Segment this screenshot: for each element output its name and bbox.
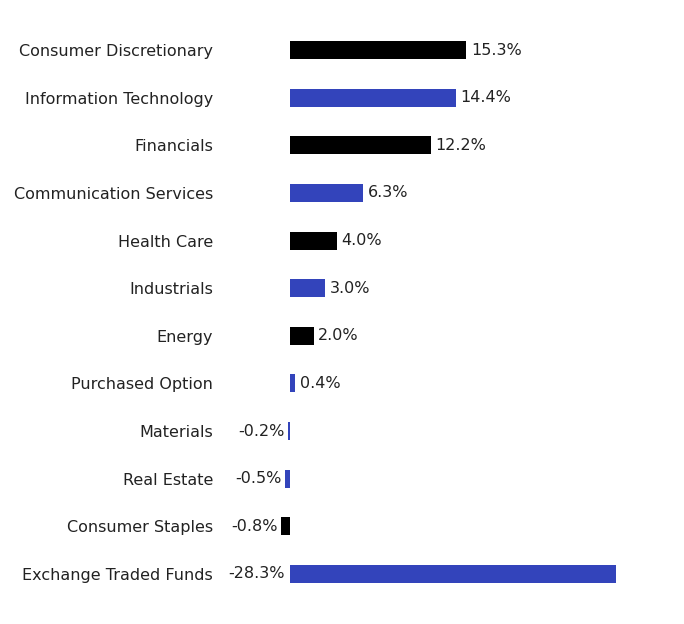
- Bar: [291, 232, 337, 250]
- Bar: [291, 374, 295, 392]
- Text: 4.0%: 4.0%: [341, 233, 382, 248]
- Text: -0.8%: -0.8%: [231, 519, 278, 534]
- Bar: [291, 184, 363, 202]
- Bar: [291, 136, 431, 154]
- Text: -28.3%: -28.3%: [228, 567, 285, 582]
- Bar: [291, 279, 325, 297]
- Bar: [291, 327, 313, 345]
- Bar: [291, 89, 456, 107]
- Text: 14.4%: 14.4%: [461, 90, 512, 105]
- Bar: [285, 470, 291, 488]
- Text: -0.2%: -0.2%: [238, 424, 285, 439]
- Bar: [281, 517, 291, 535]
- Text: 15.3%: 15.3%: [471, 42, 522, 57]
- Text: 3.0%: 3.0%: [330, 281, 370, 296]
- Text: 2.0%: 2.0%: [318, 328, 358, 343]
- Text: 12.2%: 12.2%: [436, 138, 486, 153]
- Text: 6.3%: 6.3%: [367, 185, 408, 200]
- Text: 0.4%: 0.4%: [300, 376, 341, 391]
- Bar: [291, 41, 466, 59]
- Bar: [291, 565, 616, 583]
- Bar: [288, 422, 291, 440]
- Text: -0.5%: -0.5%: [235, 471, 281, 486]
